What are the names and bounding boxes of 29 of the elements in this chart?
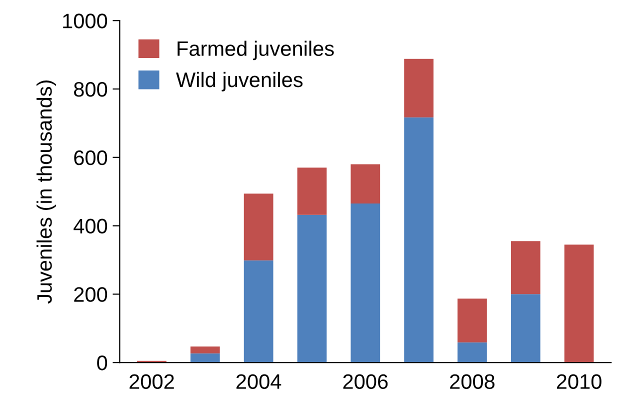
bar — [350, 204, 380, 363]
bar — [297, 168, 327, 215]
legend-label: Farmed juveniles — [178, 40, 334, 60]
bar — [350, 164, 380, 204]
y-tick-label: 800 — [74, 82, 108, 97]
y-tick-label: 1000 — [63, 14, 108, 28]
bar — [510, 241, 540, 294]
y-tick-label: 200 — [74, 287, 108, 302]
bar — [190, 353, 220, 363]
y-tick-label: 0 — [97, 356, 108, 370]
bar — [510, 294, 540, 363]
bar — [404, 117, 434, 363]
y-axis-title: Juveniles (in thousands) — [36, 80, 56, 304]
y-tick-label: 600 — [74, 150, 108, 166]
bar — [458, 298, 487, 342]
legend-label: Wild juveniles — [176, 72, 303, 92]
bar — [244, 194, 274, 260]
x-tick-label: 2008 — [450, 374, 494, 389]
bar — [564, 244, 594, 363]
bar — [244, 260, 274, 363]
bar — [404, 58, 434, 118]
x-tick-label: 2006 — [343, 374, 388, 389]
x-tick-label: 2002 — [130, 374, 174, 389]
bar — [297, 214, 327, 363]
bar — [190, 346, 220, 354]
x-tick-label: 2004 — [236, 374, 282, 389]
bar — [458, 342, 487, 363]
x-tick-label: 2010 — [556, 374, 602, 389]
y-tick-label: 400 — [74, 218, 108, 234]
